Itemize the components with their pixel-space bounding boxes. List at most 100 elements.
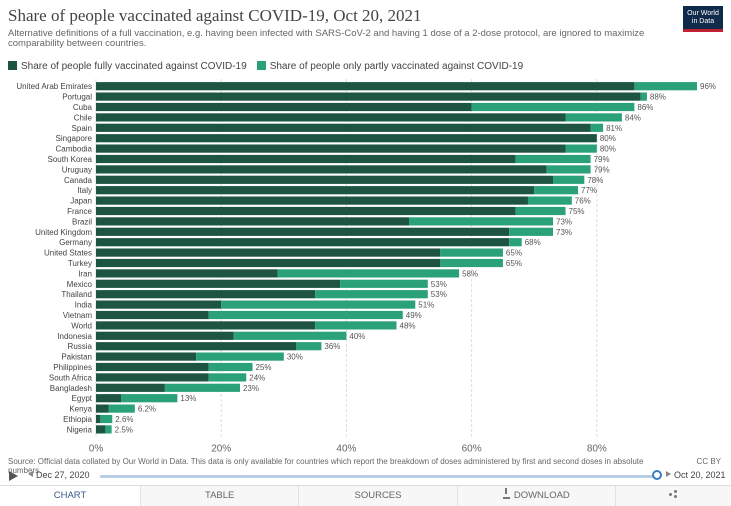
bar-fully-vaccinated (96, 342, 297, 351)
bar-fully-vaccinated (96, 134, 597, 143)
x-tick-label: 80% (587, 444, 607, 454)
total-value-label: 88% (650, 93, 666, 102)
download-icon (502, 488, 510, 499)
bar-partly-vaccinated (546, 165, 591, 174)
bar-fully-vaccinated (96, 362, 209, 372)
bar-fully-vaccinated (96, 414, 101, 424)
timeline-handle[interactable] (652, 470, 662, 480)
country-label: South Korea (48, 155, 93, 164)
country-label: Iran (78, 269, 92, 278)
tab-download-label: DOWNLOAD (513, 490, 570, 501)
owid-logo[interactable]: Our World in Data (683, 6, 723, 32)
legend-item-fully[interactable]: Share of people fully vaccinated against… (8, 61, 247, 72)
bar-partly-vaccinated (565, 113, 622, 122)
country-label: Bangladesh (50, 384, 92, 393)
bar-fully-vaccinated (96, 352, 197, 361)
x-tick-label: 0% (89, 444, 104, 454)
total-value-label: 80% (600, 145, 616, 154)
legend-label-partly: Share of people only partly vaccinated a… (269, 61, 524, 72)
total-value-label: 78% (587, 176, 603, 185)
total-value-label: 76% (575, 197, 591, 206)
bar-partly-vaccinated (340, 279, 428, 288)
tab-table[interactable]: TABLE (140, 486, 298, 506)
country-label: Pakistan (61, 353, 92, 362)
bar-fully-vaccinated (96, 331, 234, 340)
bar-fully-vaccinated (96, 425, 106, 434)
country-label: Mexico (67, 280, 93, 289)
bar-fully-vaccinated (96, 227, 510, 236)
bar-partly-vaccinated (634, 82, 697, 91)
bar-fully-vaccinated (96, 321, 316, 330)
country-label: Uruguay (62, 165, 92, 174)
total-value-label: 77% (581, 186, 597, 195)
bar-fully-vaccinated (96, 102, 472, 112)
total-value-label: 51% (418, 301, 434, 310)
bar-partly-vaccinated (471, 102, 635, 112)
timeline-track-fill (100, 475, 658, 478)
bar-partly-vaccinated (208, 310, 403, 320)
bar-fully-vaccinated (96, 123, 591, 132)
logo-line-2: in Data (691, 18, 715, 25)
bar-fully-vaccinated (96, 206, 516, 216)
x-tick-label: 60% (462, 444, 482, 454)
timeline-track[interactable] (100, 475, 658, 478)
bar-partly-vaccinated (509, 227, 554, 236)
country-label: Italy (77, 186, 92, 195)
total-value-label: 53% (431, 290, 447, 299)
country-label: Nigeria (67, 425, 93, 434)
bar-partly-vaccinated (100, 414, 113, 424)
timeline-end-date[interactable]: Oct 20, 2021 (666, 470, 726, 480)
total-value-label: 25% (256, 363, 272, 372)
tab-chart[interactable]: CHART (0, 486, 140, 506)
bar-partly-vaccinated (440, 258, 503, 268)
country-label: World (71, 321, 92, 330)
country-label: United States (44, 249, 92, 258)
source-note: Source: Official data collated by Our Wo… (8, 457, 644, 475)
total-value-label: 23% (243, 384, 259, 393)
total-value-label: 2.6% (115, 415, 133, 424)
bar-fully-vaccinated (96, 373, 209, 382)
country-label: South Africa (49, 373, 93, 382)
total-value-label: 48% (400, 321, 416, 330)
bar-partly-vaccinated (553, 175, 585, 184)
total-value-label: 75% (569, 207, 585, 216)
bar-partly-vaccinated (221, 300, 416, 309)
tab-download[interactable]: DOWNLOAD (456, 486, 615, 506)
total-value-label: 80% (600, 134, 616, 143)
country-label: Japan (70, 197, 92, 206)
bar-fully-vaccinated (96, 144, 566, 153)
bar-fully-vaccinated (96, 383, 165, 392)
bar-partly-vaccinated (108, 404, 135, 413)
total-value-label: 49% (406, 311, 422, 320)
timeline-start-date[interactable]: Dec 27, 2020 (28, 470, 90, 480)
bar-fully-vaccinated (96, 186, 535, 195)
tab-sources[interactable]: SOURCES (298, 486, 456, 506)
country-label: Ethiopia (63, 415, 92, 424)
bar-partly-vaccinated (534, 186, 579, 195)
play-icon[interactable] (9, 471, 18, 481)
total-value-label: 2.5% (115, 425, 133, 434)
total-value-label: 81% (606, 124, 622, 133)
legend-item-partly[interactable]: Share of people only partly vaccinated a… (256, 61, 524, 72)
bar-partly-vaccinated (315, 321, 397, 330)
country-label: United Arab Emirates (16, 82, 92, 91)
country-label: Russia (68, 342, 93, 351)
bar-fully-vaccinated (96, 394, 122, 403)
legend-swatch-partly (256, 61, 266, 70)
bar-fully-vaccinated (96, 290, 316, 299)
bar-fully-vaccinated (96, 165, 547, 174)
bar-partly-vaccinated (590, 123, 604, 132)
bar-fully-vaccinated (96, 404, 109, 413)
bar-partly-vaccinated (440, 248, 503, 257)
bar-partly-vaccinated (233, 331, 347, 340)
chart-subtitle: Alternative definitions of a full vaccin… (8, 28, 645, 49)
country-label: Spain (72, 124, 92, 133)
bar-fully-vaccinated (96, 82, 635, 91)
country-label: Turkey (68, 259, 92, 268)
bar-partly-vaccinated (315, 290, 428, 299)
bar-fully-vaccinated (96, 310, 209, 320)
license-label[interactable]: CC BY (696, 457, 721, 466)
country-label: Brazil (72, 217, 92, 226)
share-button[interactable] (614, 486, 731, 506)
bar-fully-vaccinated (96, 238, 510, 247)
